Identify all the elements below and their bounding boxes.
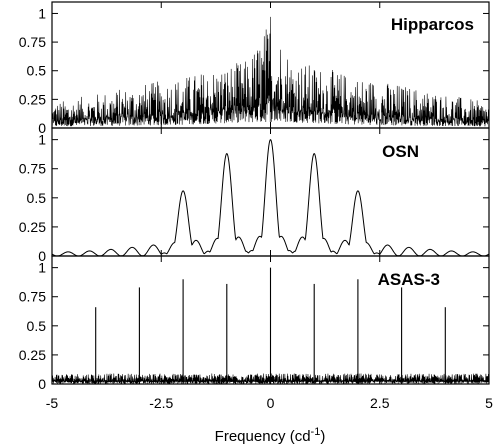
panel-asas3-y-ticks: 0 0.25 0.5 0.75 1 [19,256,490,392]
y-tick-label: 0.5 [27,190,47,206]
x-tick-label: 0 [267,395,275,411]
y-tick-label: 0 [38,248,46,264]
y-tick-label: 1 [38,260,46,276]
y-tick-label: 0.25 [19,347,46,363]
panel-hipparcos-y-ticks: 0 0.25 0.5 0.75 1 [19,2,490,136]
panel-osn-frame [51,127,490,257]
panel-hipparcos-trace [51,16,490,127]
y-tick-label: 0 [38,120,46,136]
panel-osn-label: OSN [382,142,419,161]
x-tick-label: 5 [485,395,493,411]
y-tick-label: 1 [38,132,46,148]
x-axis-label-main: Frequency (cd [215,428,311,445]
panel-osn: 0 0.25 0.5 0.75 1 OSN [19,127,490,264]
panel-hipparcos: 0 0.25 0.5 0.75 1 Hipparcos [19,1,490,136]
y-tick-label: 0.75 [19,289,46,305]
x-tick-label: 2.5 [370,395,390,411]
x-axis: -5 -2.5 0 2.5 5 [46,395,493,411]
x-tick-label: -5 [46,395,59,411]
panel-osn-trace [51,138,490,257]
y-tick-label: 0.5 [27,318,47,334]
y-tick-label: 0.75 [19,161,46,177]
panel-asas3-spikes [95,267,446,384]
panel-hipparcos-label: Hipparcos [391,15,474,34]
panel-asas3: 0 0.25 0.5 0.75 1 ASAS-3 [19,255,490,392]
y-tick-label: 0.25 [19,219,46,235]
y-tick-label: 0.75 [19,34,46,50]
panel-osn-y-ticks: 0 0.25 0.5 0.75 1 [19,128,490,264]
x-axis-label-superscript: -1 [311,426,321,438]
y-tick-label: 0 [38,376,46,392]
y-tick-label: 0.5 [27,63,47,79]
panel-asas3-label: ASAS-3 [378,270,440,289]
y-tick-label: 0.25 [19,91,46,107]
y-tick-label: 1 [38,5,46,21]
x-axis-label: Frequency (cd-1) [215,426,326,445]
x-axis-label-close: ) [320,428,325,445]
x-tick-label: -2.5 [149,395,173,411]
